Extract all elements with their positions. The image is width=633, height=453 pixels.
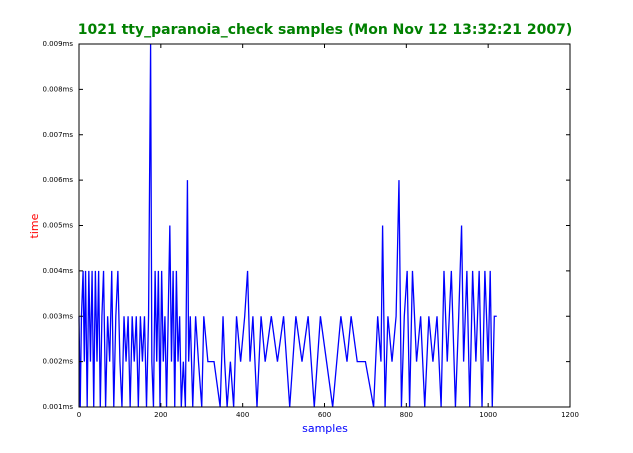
y-axis-label: time [28, 213, 41, 238]
y-tick-label: 0.002ms [42, 358, 73, 366]
x-tick-label: 600 [318, 411, 331, 419]
x-tick-label: 400 [236, 411, 249, 419]
chart-title: 1021 tty_paranoia_check samples (Mon Nov… [78, 22, 573, 38]
x-tick-label: 1200 [561, 411, 579, 419]
x-tick-label: 200 [154, 411, 167, 419]
data-line [78, 43, 497, 408]
x-tick-label: 0 [77, 411, 81, 419]
y-tick-label: 0.001ms [42, 403, 73, 411]
x-tick-label: 800 [400, 411, 413, 419]
y-tick-label: 0.006ms [42, 176, 73, 184]
y-tick-label: 0.005ms [42, 222, 73, 230]
y-tick-label: 0.007ms [42, 131, 73, 139]
y-tick-label: 0.003ms [42, 312, 73, 320]
y-tick-label: 0.008ms [42, 85, 73, 93]
x-axis-label: samples [302, 422, 348, 435]
y-tick-label: 0.004ms [42, 267, 73, 275]
y-tick-label: 0.009ms [42, 40, 73, 48]
x-tick-label: 1000 [479, 411, 497, 419]
